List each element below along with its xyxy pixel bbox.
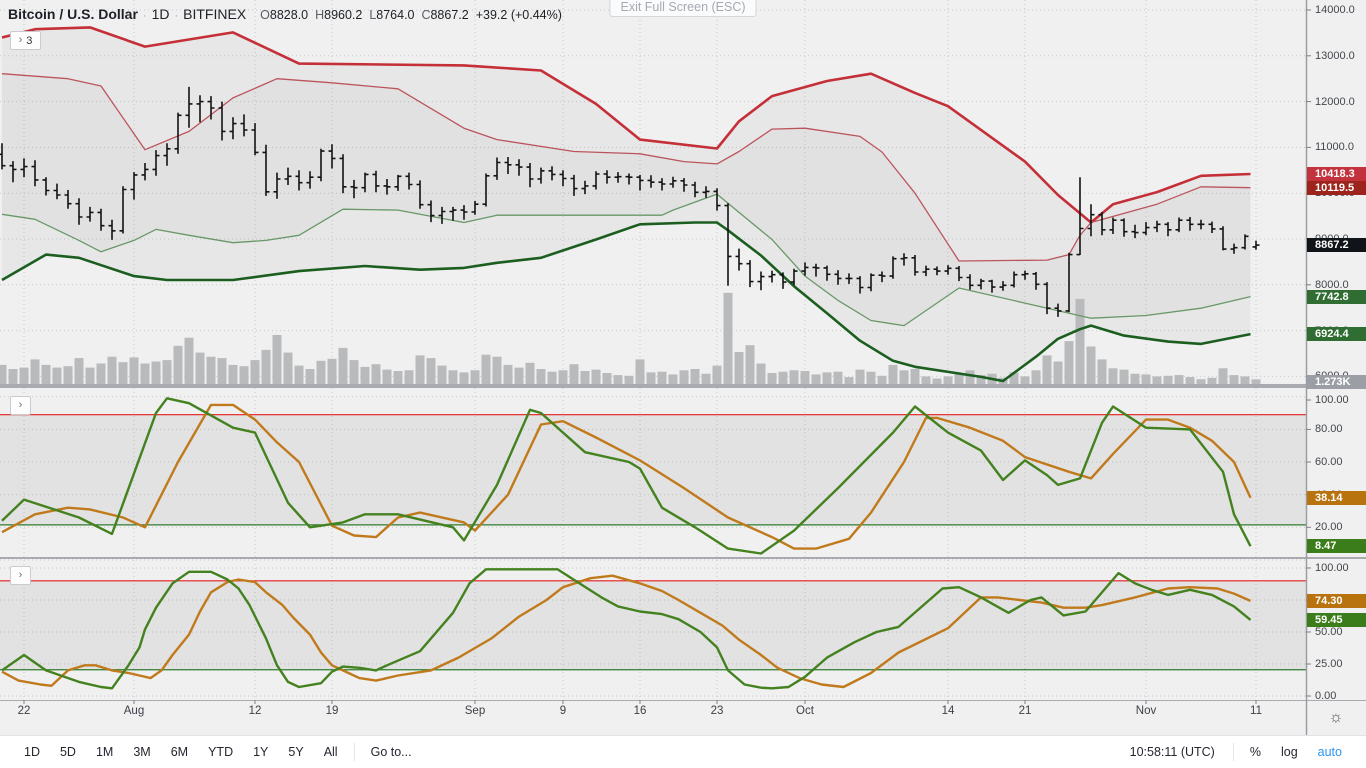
time-label[interactable]: 22 (17, 705, 31, 717)
range-button-1M[interactable]: 1M (95, 745, 114, 759)
pane3-collapse-button[interactable]: › (10, 566, 31, 585)
time-label[interactable]: 14 (941, 705, 955, 717)
price-tick-label: 11000.0 (1315, 141, 1354, 154)
range-button-5Y[interactable]: 5Y (288, 745, 304, 759)
range-button-YTD[interactable]: YTD (208, 745, 234, 759)
pane2-collapse-button[interactable]: › (10, 396, 31, 415)
indicator-value-label: 59.45 (1307, 612, 1366, 627)
price-value-label: 8867.2 (1307, 238, 1366, 253)
price-tick-label: 12000.0 (1315, 95, 1355, 108)
price-value-label: 10119.5 (1307, 180, 1366, 195)
time-label[interactable]: Nov (1135, 705, 1157, 717)
indicator-value-label: 8.47 (1307, 539, 1366, 554)
time-label[interactable]: 9 (559, 705, 567, 717)
interval-label[interactable]: 1D (151, 6, 170, 22)
range-button-6M[interactable]: 6M (170, 745, 189, 759)
clock-utc[interactable]: 10:58:11 (UTC) (1129, 745, 1215, 759)
time-label[interactable]: Aug (123, 705, 145, 717)
ohlc-values: O8828.0 H8960.2 L8764.0 C8867.2 (260, 8, 469, 22)
pane3-tick-label: 0.00 (1315, 690, 1337, 702)
symbol-legend[interactable]: Bitcoin / U.S. Dollar · 1D · BITFINEX O8… (8, 6, 562, 22)
range-button-5D[interactable]: 5D (59, 745, 76, 759)
exit-fullscreen-tooltip[interactable]: Exit Full Screen (ESC) (609, 0, 757, 17)
time-label[interactable]: 23 (710, 705, 724, 717)
range-buttons: 1D 5D 1M 3M 6M YTD 1Y 5Y All (14, 745, 348, 759)
range-button-All[interactable]: All (323, 745, 338, 759)
indicators-collapse-button[interactable]: › 3 (10, 31, 41, 50)
time-label[interactable]: 12 (248, 705, 262, 717)
pane3-tick-label: 25.00 (1315, 658, 1343, 670)
range-button-1D[interactable]: 1D (24, 745, 40, 759)
percent-scale-button[interactable]: % (1249, 745, 1261, 759)
indicator-value-label: 74.30 (1307, 593, 1366, 608)
pane3-tick-label: 50.00 (1315, 626, 1343, 638)
range-button-3M[interactable]: 3M (133, 745, 151, 759)
toolbar-right: 10:58:11 (UTC) % log auto (1118, 743, 1352, 761)
settings-gear-icon[interactable]: ☼ (1328, 708, 1344, 726)
chevron-right-icon: › (18, 399, 23, 411)
time-label[interactable]: 16 (633, 705, 647, 717)
chevron-right-icon: › (18, 569, 23, 581)
pane2-tick-label: 100.00 (1315, 394, 1349, 406)
time-label[interactable]: 21 (1018, 705, 1032, 717)
auto-scale-button[interactable]: auto (1317, 745, 1342, 759)
toolbar-divider (353, 743, 355, 761)
price-tick-label: 8000.0 (1315, 278, 1349, 291)
time-axis[interactable]: 22 Aug 12 19 Sep 9 16 23 Oct 14 21 Nov 11 (0, 701, 1306, 725)
range-button-1Y[interactable]: 1Y (253, 745, 269, 759)
exchange-label[interactable]: BITFINEX (183, 6, 247, 22)
goto-button[interactable]: Go to... (370, 745, 412, 759)
time-label[interactable]: Oct (796, 705, 814, 717)
pane3-tick-label: 100.00 (1315, 562, 1349, 574)
price-value-label: 1.273K (1307, 375, 1366, 389)
price-tick-label: 14000.0 (1315, 4, 1355, 16)
toolbar-divider (1232, 743, 1234, 761)
price-tick-label: 13000.0 (1315, 49, 1355, 62)
log-scale-button[interactable]: log (1280, 745, 1298, 759)
time-label[interactable]: Sep (464, 705, 486, 717)
price-value-label: 10418.3 (1307, 167, 1366, 182)
symbol-name[interactable]: Bitcoin / U.S. Dollar (8, 6, 138, 22)
time-label[interactable]: 19 (325, 705, 339, 717)
pane2-tick-label: 80.00 (1315, 423, 1343, 436)
price-change: +39.2 (+0.44%) (475, 8, 562, 22)
price-value-label: 6924.4 (1307, 327, 1366, 342)
chart-canvas[interactable] (0, 0, 1366, 735)
bottom-toolbar: 1D 5D 1M 3M 6M YTD 1Y 5Y All Go to... 10:58:11 (… (0, 735, 1366, 768)
separator-dot: · (142, 10, 147, 22)
axis-settings-corner[interactable]: ☼ (1306, 701, 1366, 734)
indicators-count: 3 (26, 34, 33, 47)
price-axis[interactable]: 14000.013000.012000.011000.010000.09000.… (1307, 0, 1366, 735)
pane2-tick-label: 20.00 (1315, 521, 1343, 534)
price-value-label: 7742.8 (1307, 289, 1366, 304)
time-label[interactable]: 11 (1250, 705, 1262, 717)
pane2-tick-label: 60.00 (1315, 456, 1343, 469)
indicator-value-label: 38.14 (1307, 490, 1366, 505)
chevron-right-icon: › (18, 34, 23, 46)
separator-dot: · (174, 10, 179, 22)
